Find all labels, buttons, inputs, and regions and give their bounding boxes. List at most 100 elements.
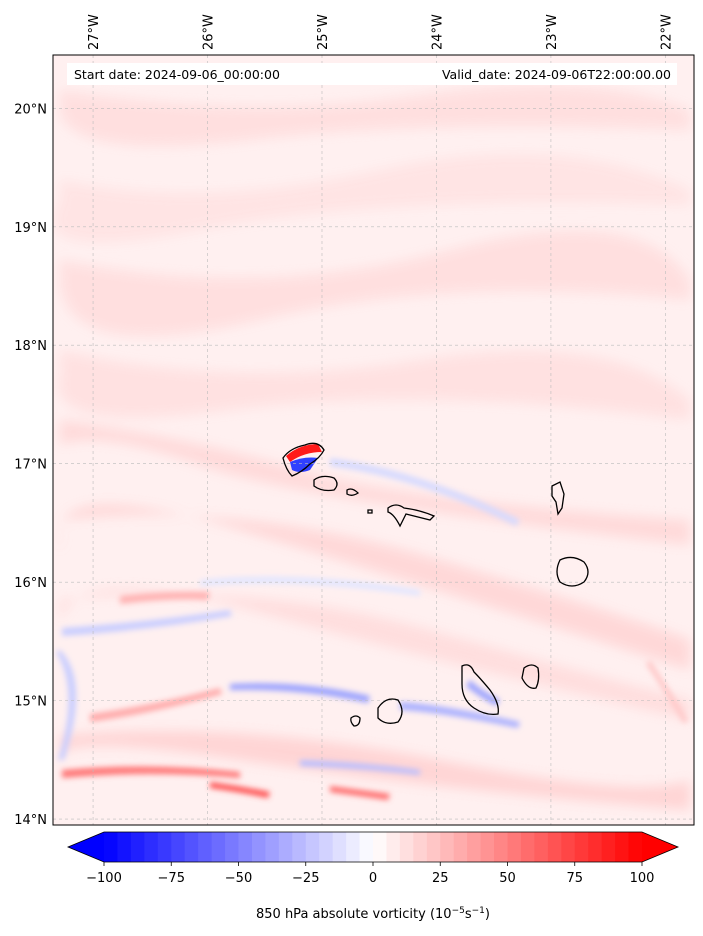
colorbar-swatch xyxy=(426,832,441,862)
colorbar-swatch xyxy=(574,832,589,862)
colorbar-swatch xyxy=(238,832,253,862)
lat-tick-label: 14°N xyxy=(14,813,47,828)
island-brava xyxy=(350,715,361,727)
colorbar-swatch xyxy=(588,832,603,862)
colorbar-swatch xyxy=(198,832,213,862)
island-sao-vicente xyxy=(313,475,338,492)
latitude-labels: 20°N 19°N 18°N 17°N 16°N 15°N 14°N xyxy=(14,102,47,828)
lon-tick-label: 22°W xyxy=(659,14,674,50)
colorbar-tick-label: 25 xyxy=(432,871,449,886)
lat-tick-label: 19°N xyxy=(14,221,47,236)
island-santo-antao xyxy=(282,442,325,477)
colorbar-swatch xyxy=(467,832,482,862)
valid-date-label: Valid_date: 2024-09-06T22:00:00.00 xyxy=(442,67,671,82)
colorbar-swatch xyxy=(332,832,347,862)
lon-tick-label: 23°W xyxy=(545,14,560,50)
lon-tick-label: 24°W xyxy=(430,14,445,50)
longitude-labels: 27°W 26°W 25°W 24°W 23°W 22°W xyxy=(87,14,674,50)
colorbar-tick-label: 100 xyxy=(630,871,655,886)
vorticity-streak xyxy=(62,766,240,778)
start-date-label: Start date: 2024-09-06_00:00:00 xyxy=(74,67,280,82)
colorbar-tick-label: −50 xyxy=(225,871,252,886)
colorbar-tick-label: 0 xyxy=(369,871,377,886)
colorbar-tick-label: −100 xyxy=(86,871,122,886)
colorbar-tick-label: 75 xyxy=(566,871,583,886)
colorbar-swatches xyxy=(104,832,643,862)
vorticity-streak xyxy=(330,458,520,526)
lat-tick-label: 15°N xyxy=(14,695,47,710)
vorticity-streak xyxy=(300,760,420,775)
colorbar-swatch xyxy=(171,832,186,862)
map-frame xyxy=(52,54,695,826)
vorticity-field-shading xyxy=(53,85,691,810)
vorticity-streak xyxy=(60,420,690,545)
colorbar-swatch xyxy=(601,832,616,862)
vorticity-streak xyxy=(60,85,690,147)
island-sao-nicolau xyxy=(387,504,436,528)
vorticity-streak xyxy=(90,688,222,722)
colorbar-tick-label: 50 xyxy=(499,871,516,886)
colorbar-swatch xyxy=(184,832,199,862)
lon-tick-label: 26°W xyxy=(202,14,217,50)
colorbar-min-extend xyxy=(68,832,104,862)
colorbar-swatch xyxy=(399,832,414,862)
colorbar-swatch xyxy=(278,832,293,862)
colorbar-swatch xyxy=(561,832,576,862)
map-gridlines xyxy=(53,55,694,825)
lat-tick-label: 16°N xyxy=(14,576,47,591)
colorbar-swatch xyxy=(494,832,508,862)
colorbar-swatch xyxy=(225,832,239,862)
vorticity-streak xyxy=(200,576,420,596)
colorbar-swatch xyxy=(117,832,132,862)
vorticity-streak xyxy=(58,350,691,420)
map-panel: Start date: 2024-09-06_00:00:00 Valid_da… xyxy=(53,55,694,825)
colorbar-tick-label: −75 xyxy=(158,871,185,886)
colorbar-swatch xyxy=(480,832,495,862)
colorbar-swatch xyxy=(104,832,118,862)
island-maio xyxy=(521,664,540,689)
colorbar-swatch xyxy=(265,832,280,862)
colorbar-swatch xyxy=(359,832,374,862)
lat-tick-label: 18°N xyxy=(14,339,47,354)
colorbar-swatch xyxy=(440,832,455,862)
vorticity-streak xyxy=(466,680,500,706)
info-box xyxy=(67,63,677,85)
lat-tick-label: 17°N xyxy=(14,458,47,473)
island-boa-vista xyxy=(556,556,589,587)
colorbar-max-extend xyxy=(642,832,678,862)
colorbar-swatch xyxy=(413,832,428,862)
colorbar-swatch xyxy=(628,832,643,862)
colorbar-swatch xyxy=(319,832,334,862)
vorticity-streak xyxy=(56,650,77,760)
island-sal xyxy=(551,481,565,516)
island-santa-luzia xyxy=(346,488,360,496)
vorticity-core-positive xyxy=(286,444,322,462)
island-santiago xyxy=(461,664,499,716)
colorbar-swatch xyxy=(386,832,401,862)
lon-tick-label: 25°W xyxy=(316,14,331,50)
colorbar-swatch xyxy=(520,832,535,862)
vorticity-streak xyxy=(230,683,370,703)
island-fogo xyxy=(377,698,403,724)
island-ilheu-raso xyxy=(367,509,373,514)
vorticity-streak xyxy=(62,610,232,636)
colorbar-tick-label: −25 xyxy=(292,871,319,886)
colorbar-swatch xyxy=(292,832,307,862)
colorbar-swatch xyxy=(534,832,549,862)
vorticity-streak xyxy=(400,702,520,728)
vorticity-streak xyxy=(210,782,270,798)
colorbar-swatch xyxy=(157,832,172,862)
vorticity-streak xyxy=(330,786,390,800)
vorticity-streak xyxy=(60,230,690,337)
colorbar-swatch xyxy=(305,832,320,862)
colorbar-swatch xyxy=(211,832,226,862)
colorbar: −100 −75 −50 −25 0 25 50 75 100 850 hPa absolute… xyxy=(66,831,680,922)
vorticity-core-negative xyxy=(290,457,318,472)
colorbar-swatch xyxy=(507,832,522,862)
vorticity-streak xyxy=(58,730,690,810)
vorticity-streak xyxy=(120,591,210,604)
vorticity-streak xyxy=(53,154,690,243)
colorbar-swatch xyxy=(144,832,159,862)
colorbar-label: 850 hPa absolute vorticity (10−5s−1) xyxy=(256,906,490,922)
lon-tick-label: 27°W xyxy=(87,14,102,50)
